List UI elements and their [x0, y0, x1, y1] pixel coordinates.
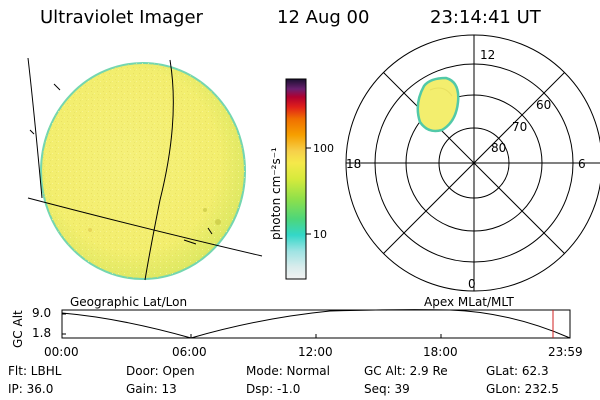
info-dsp: Dsp: -1.0 [246, 382, 301, 396]
earth-disk-image [40, 62, 246, 280]
geographic-panel-label: Geographic Lat/Lon [70, 295, 188, 309]
observation-date: 12 Aug 00 [277, 7, 370, 28]
timeline-xtick-2359: 23:59 [548, 345, 583, 359]
apex-panel-label: Apex MLat/MLT [424, 295, 514, 309]
timeline-ylabel: GC Alt [11, 310, 25, 348]
mlat-label-80: 80 [491, 141, 506, 155]
colorbar-unit-label: photon cm⁻²s⁻¹ [269, 147, 283, 240]
info-glon: GLon: 232.5 [486, 382, 559, 396]
info-filter: Flt: LBHL [8, 364, 62, 378]
observation-time: 23:14:41 UT [430, 7, 541, 28]
info-ip: IP: 36.0 [8, 382, 54, 396]
instrument-title: Ultraviolet Imager [40, 7, 203, 28]
mlt-label-18: 18 [346, 157, 361, 171]
info-door: Door: Open [126, 364, 195, 378]
geographic-grid-lines [27, 57, 263, 281]
mlt-label-12: 12 [480, 48, 495, 62]
polar-aurora-blob [416, 76, 460, 133]
altitude-curve [61, 309, 571, 339]
info-gain: Gain: 13 [126, 382, 177, 396]
mlt-label-0: 0 [468, 277, 476, 291]
timeline-xtick-0600: 06:00 [172, 345, 207, 359]
colorbar-label-100: 100 [313, 142, 334, 155]
colorbar [285, 78, 307, 280]
mlat-label-70: 70 [512, 120, 527, 134]
timeline-xtick-1200: 12:00 [298, 345, 333, 359]
info-gc-alt: GC Alt: 2.9 Re [364, 364, 448, 378]
timeline-xtick-0000: 00:00 [44, 345, 79, 359]
timeline-xtick-1800: 18:00 [423, 345, 458, 359]
altitude-timeline-panel [61, 309, 571, 339]
colorbar-label-10: 10 [313, 228, 327, 241]
timeline-ytick-low: 1.8 [32, 326, 52, 340]
timeline-ytick-high: 9.0 [32, 306, 52, 320]
mlat-label-60: 60 [536, 98, 551, 112]
info-glat: GLat: 62.3 [486, 364, 549, 378]
info-seq: Seq: 39 [364, 382, 410, 396]
polar-mlat-mlt-plot [345, 34, 600, 292]
info-mode: Mode: Normal [246, 364, 330, 378]
mlt-label-6: 6 [578, 157, 586, 171]
